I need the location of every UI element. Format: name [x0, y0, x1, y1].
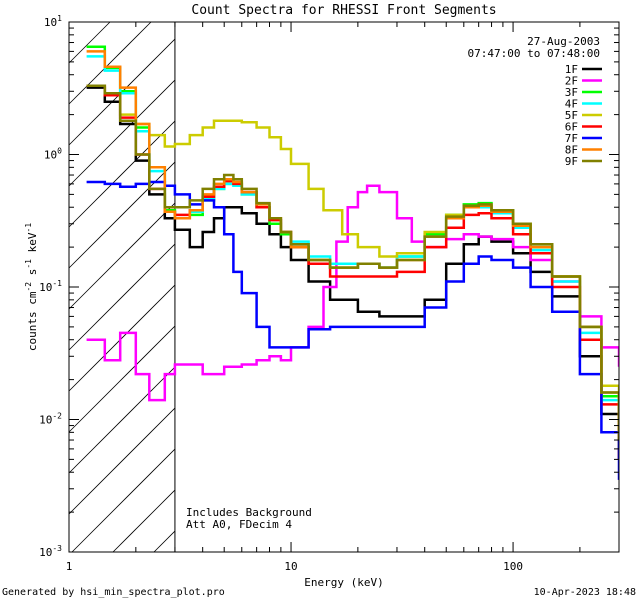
legend-label: 8F	[565, 144, 578, 157]
generated-by-label: Generated by hsi_min_spectra_plot.pro	[2, 587, 225, 598]
x-tick-label: 1	[66, 560, 73, 573]
series-line-9F	[86, 84, 619, 440]
hatch-line	[68, 21, 152, 105]
hatch-line	[68, 161, 176, 269]
hatch-line	[68, 120, 176, 228]
chart-title: Count Spectra for RHESSI Front Segments	[191, 3, 496, 18]
hatch-line	[71, 448, 176, 553]
y-axis-label-exp: -1	[24, 223, 33, 233]
date-label: 27-Aug-2003	[527, 35, 600, 48]
series-line-2F	[86, 184, 619, 402]
legend-label: 9F	[565, 155, 578, 168]
y-tick-label: 10-2	[39, 412, 62, 427]
timestamp-label: 10-Apr-2023 18:48	[534, 587, 636, 598]
legend-label: 1F	[565, 63, 578, 76]
time-range-label: 07:47:00 to 07:48:00	[468, 47, 600, 60]
y-axis-label-part: counts cm	[26, 291, 39, 351]
y-axis-label-exp: -2	[24, 282, 33, 292]
annotation-background: Includes Background	[186, 506, 312, 519]
series-group	[86, 45, 619, 480]
legend-label: 4F	[565, 98, 578, 111]
hatch-line	[68, 407, 176, 515]
hatch-line	[68, 325, 176, 433]
hatch-line	[153, 530, 176, 553]
series-line-8F	[86, 50, 619, 440]
x-axis-label: Energy (keV)	[304, 576, 383, 589]
hatch-line	[112, 489, 176, 553]
hatch-line	[68, 79, 176, 187]
axis-ticks: 1 10 100 10-3 10-2 10-1 100 101	[39, 14, 620, 573]
y-axis-label-part: keV	[26, 232, 39, 259]
hatch-line	[68, 243, 176, 351]
series-line-1F	[86, 86, 619, 460]
legend-label: 7F	[565, 132, 578, 145]
y-axis-label-exp: -1	[24, 259, 33, 269]
y-tick-label: 100	[44, 147, 62, 162]
annotation-attenuator: Att A0, FDecim 4	[186, 518, 292, 531]
legend-label: 2F	[565, 75, 578, 88]
series-line-7F	[86, 180, 619, 480]
y-axis-label: counts cm-2 s-1 keV-1	[24, 223, 39, 351]
hatch-line	[68, 202, 176, 310]
x-tick-label: 100	[503, 560, 523, 573]
legend-label: 6F	[565, 121, 578, 134]
hatch-line	[68, 284, 176, 392]
x-tick-label: 10	[284, 560, 297, 573]
y-axis-label-part: s	[26, 269, 39, 282]
y-tick-label: 10-1	[39, 279, 62, 294]
y-tick-label: 101	[44, 14, 62, 29]
hatch-line	[68, 366, 176, 474]
legend-label: 3F	[565, 86, 578, 99]
excluded-region-hatch	[68, 21, 176, 553]
legend-label: 5F	[565, 109, 578, 122]
y-tick-label: 10-3	[39, 544, 62, 559]
hatch-line	[68, 21, 111, 64]
